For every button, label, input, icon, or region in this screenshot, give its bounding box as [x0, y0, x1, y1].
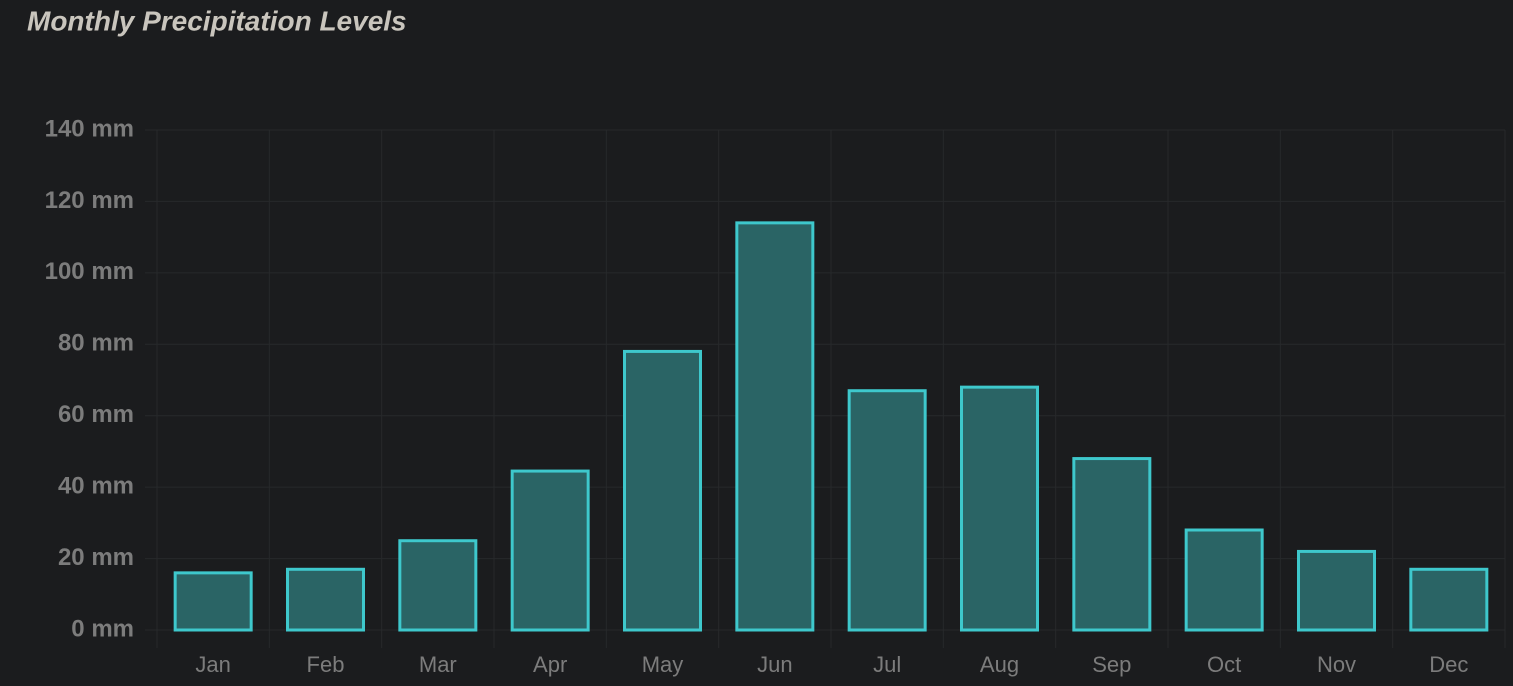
x-tick-label: Apr [533, 652, 567, 677]
x-tick-label: Jul [873, 652, 901, 677]
x-tick-label: Mar [419, 652, 457, 677]
y-tick-label: 80 mm [58, 330, 134, 357]
x-tick-label: Dec [1429, 652, 1468, 677]
x-tick-label: Aug [980, 652, 1019, 677]
x-tick-label: Jan [195, 652, 230, 677]
x-tick-label: Oct [1207, 652, 1241, 677]
y-tick-label: 100 mm [45, 258, 134, 285]
bar [1072, 457, 1152, 632]
x-tick-label: May [642, 652, 684, 677]
y-tick-label: 120 mm [45, 187, 134, 214]
bar [1409, 567, 1489, 632]
y-tick-label: 0 mm [71, 615, 134, 642]
bar [1297, 549, 1376, 632]
bar [510, 469, 590, 632]
bar [173, 571, 253, 632]
chart-title: Monthly Precipitation Levels [27, 5, 407, 36]
bar [286, 567, 365, 632]
y-tick-label: 60 mm [58, 401, 134, 428]
bar [623, 349, 702, 632]
y-tick-label: 20 mm [58, 544, 134, 571]
y-tick-label: 40 mm [58, 472, 134, 499]
bar [1184, 528, 1264, 632]
bar [735, 221, 815, 632]
x-tick-label: Sep [1092, 652, 1131, 677]
bar [847, 389, 927, 632]
bar [398, 539, 478, 632]
bar [960, 385, 1039, 632]
x-tick-label: Feb [307, 652, 345, 677]
y-tick-label: 140 mm [45, 115, 134, 142]
x-tick-label: Nov [1317, 652, 1356, 677]
x-tick-label: Jun [757, 652, 792, 677]
